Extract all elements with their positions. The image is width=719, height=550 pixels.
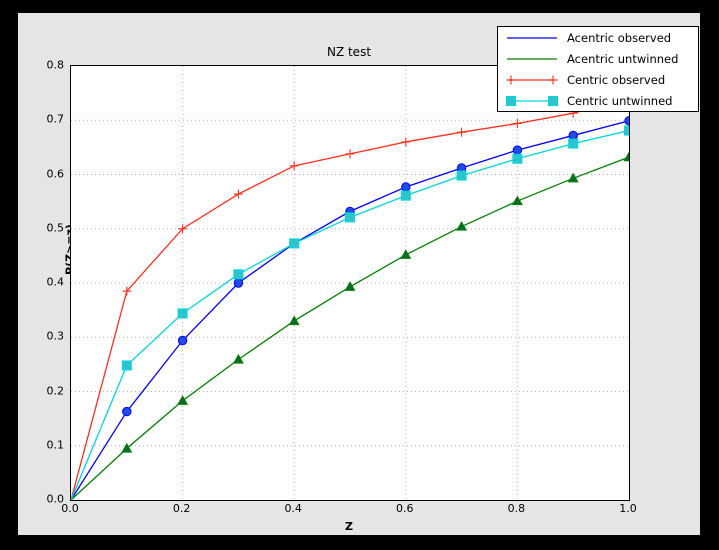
- legend-swatch-square-icon: [504, 91, 560, 111]
- data-point-square: [456, 170, 467, 181]
- y-tick-label: 0.8: [46, 58, 65, 72]
- legend-label: Acentric untwinned: [567, 51, 679, 66]
- data-point-square: [177, 308, 188, 319]
- x-tick-label: 0.8: [507, 502, 526, 515]
- data-point-plus: [233, 189, 243, 199]
- y-tick-label: 0.5: [46, 221, 65, 235]
- data-point-circle: [401, 182, 411, 192]
- x-tick-label: 0.0: [61, 502, 79, 515]
- data-point-triangle: [121, 442, 133, 453]
- y-tick-label: 0.6: [46, 167, 65, 180]
- data-point-square: [568, 138, 579, 149]
- legend-label: Acentric observed: [567, 30, 672, 45]
- data-point-triangle: [511, 195, 523, 206]
- series-2: [71, 151, 629, 500]
- matplotlib-figure: NZ test P(Z>=z) Z 0.00.10.20.30.40.50.60…: [18, 13, 700, 535]
- data-point-square: [400, 190, 411, 201]
- data-point-plus: [178, 224, 188, 234]
- data-point-circle: [233, 278, 244, 288]
- data-point-triangle: [567, 172, 579, 183]
- chart-legend[interactable]: Acentric observed Acentric untwinned Centr…: [497, 26, 699, 112]
- legend-swatch-plus-icon: [504, 70, 560, 90]
- data-point-triangle: [344, 281, 356, 291]
- data-point-square: [506, 95, 516, 106]
- data-point-circle: [512, 145, 523, 155]
- series-4: [71, 125, 629, 500]
- data-point-square: [289, 238, 300, 249]
- x-tick-label: 0.4: [284, 502, 302, 515]
- plot-canvas: [71, 66, 629, 500]
- data-point-square: [548, 95, 558, 106]
- data-point-plus: [548, 75, 558, 84]
- x-tick-label: 0.2: [172, 502, 191, 515]
- data-point-circle: [568, 130, 578, 141]
- y-tick-label: 0.3: [46, 329, 65, 343]
- data-point-plus: [457, 127, 467, 137]
- data-point-triangle: [623, 151, 629, 162]
- data-point-plus: [506, 75, 516, 84]
- y-tick-label: 0.1: [46, 438, 65, 452]
- data-point-triangle: [232, 353, 244, 364]
- legend-entry-1[interactable]: Acentric observed: [498, 27, 698, 48]
- data-point-plus: [512, 119, 522, 129]
- data-point-triangle: [288, 315, 300, 326]
- data-point-square: [624, 125, 629, 136]
- data-point-plus: [289, 161, 299, 171]
- x-tick-label: 0.6: [396, 502, 414, 515]
- data-point-triangle: [400, 249, 412, 259]
- data-point-square: [345, 212, 355, 223]
- gridlines: [71, 66, 629, 500]
- data-series-layer: [71, 92, 629, 500]
- series-line: [71, 120, 629, 500]
- series-1: [71, 116, 629, 500]
- legend-swatch-none-icon: [504, 49, 560, 69]
- legend-entry-3[interactable]: Centric observed: [498, 69, 698, 90]
- data-point-circle: [122, 406, 132, 417]
- y-tick-label: 0.7: [46, 112, 65, 126]
- y-tick-label: 0.4: [46, 275, 65, 289]
- data-point-square: [121, 360, 132, 371]
- legend-swatch-none-icon: [504, 28, 560, 48]
- data-point-square: [233, 269, 244, 280]
- legend-label: Centric untwinned: [567, 93, 673, 108]
- series-3: [71, 92, 629, 500]
- data-point-plus: [122, 286, 132, 296]
- data-point-triangle: [456, 220, 468, 231]
- data-point-circle: [624, 116, 629, 126]
- legend-entry-4[interactable]: Centric untwinned: [498, 90, 698, 111]
- data-point-circle: [177, 335, 188, 346]
- data-point-triangle: [177, 395, 189, 405]
- y-tick-label: 0.2: [46, 384, 65, 397]
- plot-area: [70, 65, 630, 501]
- y-tick-label: 0.0: [46, 492, 65, 506]
- data-point-plus: [345, 149, 355, 159]
- data-point-square: [512, 153, 523, 164]
- chart-title: NZ test: [326, 45, 372, 59]
- series-line: [71, 129, 629, 500]
- data-point-plus: [401, 137, 411, 147]
- legend-entry-2[interactable]: Acentric untwinned: [498, 48, 698, 69]
- legend-label: Centric observed: [567, 72, 666, 87]
- x-tick-label: 1.0: [619, 502, 637, 515]
- x-axis-label: Z: [345, 520, 353, 533]
